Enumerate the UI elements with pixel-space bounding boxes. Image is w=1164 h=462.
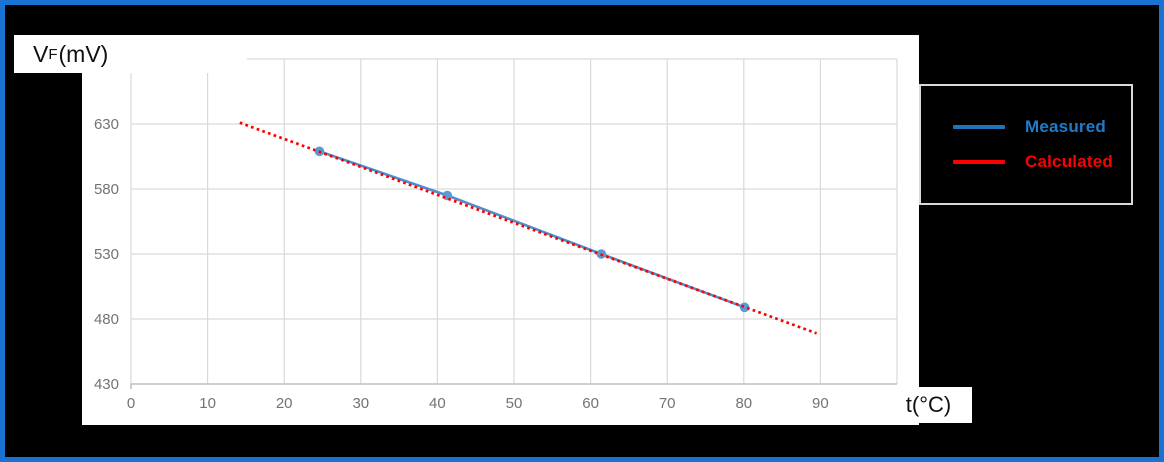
x-axis-title-symbol: t (905, 392, 912, 417)
legend-item-calculated: Calculated (953, 152, 1131, 172)
measured-line (319, 150, 746, 309)
x-tick-label: 60 (582, 395, 599, 412)
x-tick-label: 10 (199, 395, 216, 412)
legend-label-measured: Measured (1025, 117, 1106, 136)
x-tick-label: 70 (659, 395, 676, 412)
x-tick-label: 90 (812, 395, 829, 412)
y-axis-title-symbol: V (33, 40, 49, 67)
x-tick-label: 40 (429, 395, 446, 412)
x-tick-label: 20 (276, 395, 293, 412)
x-tick-label: 30 (352, 395, 369, 412)
legend-label-calculated: Calculated (1025, 152, 1113, 171)
legend-item-measured: Measured (953, 117, 1131, 137)
legend: Measured Calculated (919, 84, 1133, 205)
x-tick-label: 50 (506, 395, 523, 412)
calculated-trendline (239, 121, 818, 335)
y-axis-title-subscript: F (48, 45, 58, 63)
chart-plot: 430 480 530 580 630 0 10 20 30 40 50 60 70 80 90 (94, 58, 898, 412)
y-tick-label: 480 (94, 311, 119, 328)
y-tick-label: 530 (94, 246, 119, 263)
y-tick-label: 580 (94, 181, 119, 198)
y-tick-label: 630 (94, 116, 119, 133)
x-tick-label: 80 (735, 395, 752, 412)
x-axis-title: t (°C) (885, 387, 972, 423)
y-tick-label: 430 (94, 376, 119, 393)
x-axis-title-unit: (°C) (911, 392, 952, 417)
y-axis-title-unit: (mV) (58, 40, 109, 67)
calculated-line-swatch (953, 160, 1005, 164)
chart-canvas: 430 480 530 580 630 0 10 20 30 40 50 60 70 80 90 (82, 35, 919, 425)
measured-line-swatch (953, 125, 1005, 129)
x-tick-label: 0 (127, 395, 135, 412)
